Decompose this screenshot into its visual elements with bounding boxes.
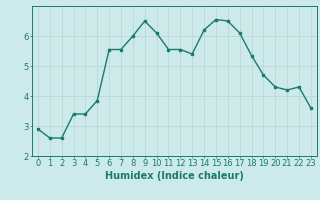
X-axis label: Humidex (Indice chaleur): Humidex (Indice chaleur) [105, 171, 244, 181]
